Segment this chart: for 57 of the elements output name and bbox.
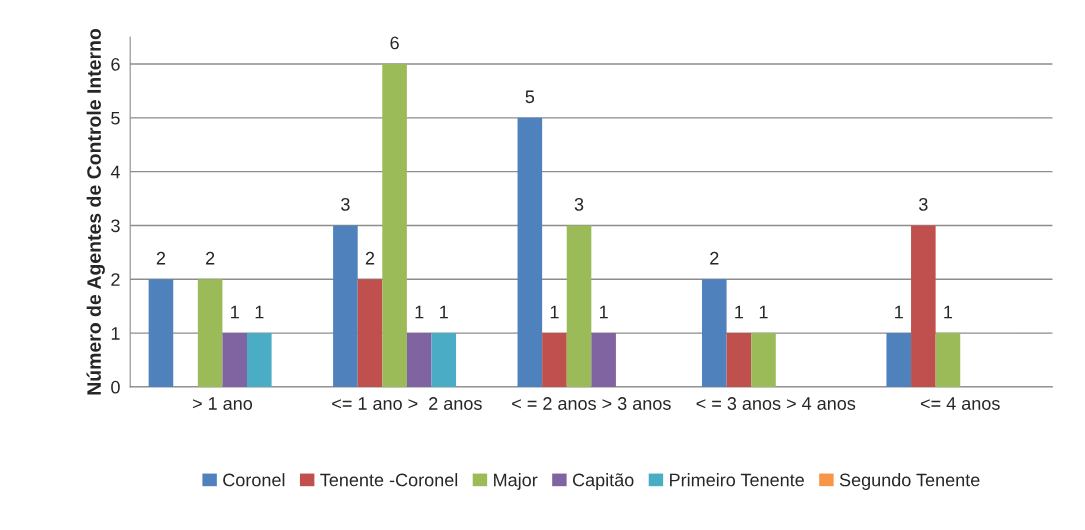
data-label: 2 <box>206 251 215 265</box>
legend-label: Major <box>494 473 538 490</box>
bar <box>566 225 592 387</box>
y-tick-label: 1 <box>111 327 120 340</box>
bar <box>886 333 912 387</box>
data-label: 1 <box>231 305 239 319</box>
y-tick-label: 3 <box>111 219 120 233</box>
data-label: 1 <box>415 305 424 319</box>
x-tick-label: < = 2 anos > 3 anos <box>512 397 671 410</box>
x-tick-label: < = 3 anos > 4 anos <box>696 397 856 410</box>
data-label: 3 <box>574 197 584 211</box>
data-label: 1 <box>599 305 608 319</box>
data-label: 5 <box>525 90 535 104</box>
data-label: 3 <box>919 197 928 211</box>
x-tick-label: <= 4 anos <box>920 397 1000 410</box>
y-tick-label: 2 <box>111 273 120 286</box>
bar <box>382 64 407 387</box>
data-label: 2 <box>156 251 166 265</box>
bar <box>751 333 776 387</box>
y-tick-label: 0 <box>111 380 120 394</box>
bar <box>222 333 248 387</box>
x-tick-label: <= 1 ano > 2 anos <box>332 397 482 410</box>
bar <box>431 333 457 387</box>
data-label: 1 <box>944 305 953 319</box>
x-tick-label: > 1 ano <box>192 397 253 410</box>
y-tick-label: 6 <box>111 57 120 71</box>
data-label: 6 <box>390 36 399 50</box>
bar <box>911 225 936 387</box>
data-label: 1 <box>895 305 903 319</box>
data-label: 1 <box>255 305 264 319</box>
bar <box>726 333 752 387</box>
bar <box>591 333 616 387</box>
bar <box>333 225 358 387</box>
y-tick-label: 5 <box>111 111 120 125</box>
bar <box>935 333 961 387</box>
data-label: 1 <box>550 305 559 319</box>
data-label: 2 <box>710 251 719 265</box>
legend-label: Segundo Tenente <box>839 473 980 490</box>
data-label: 1 <box>759 305 768 319</box>
legend-label: Primeiro Tenente <box>670 473 804 487</box>
data-label: 2 <box>365 251 375 265</box>
data-label: 1 <box>440 305 448 319</box>
bar <box>517 117 543 387</box>
bar <box>148 279 174 387</box>
bar <box>701 279 727 387</box>
legend-label: Coronel <box>223 473 285 487</box>
bar <box>357 279 383 387</box>
legend-label: Tenente -Coronel <box>320 473 458 487</box>
data-label: 3 <box>341 197 350 211</box>
bar <box>247 333 272 387</box>
bar <box>406 333 432 387</box>
bar <box>542 333 567 387</box>
y-axis-title: Número de Agentes de Controle Interno <box>86 28 105 395</box>
y-tick-label: 4 <box>110 165 120 179</box>
bar <box>197 279 223 387</box>
legend-label: Capitão <box>572 473 634 490</box>
data-label: 1 <box>735 305 744 319</box>
